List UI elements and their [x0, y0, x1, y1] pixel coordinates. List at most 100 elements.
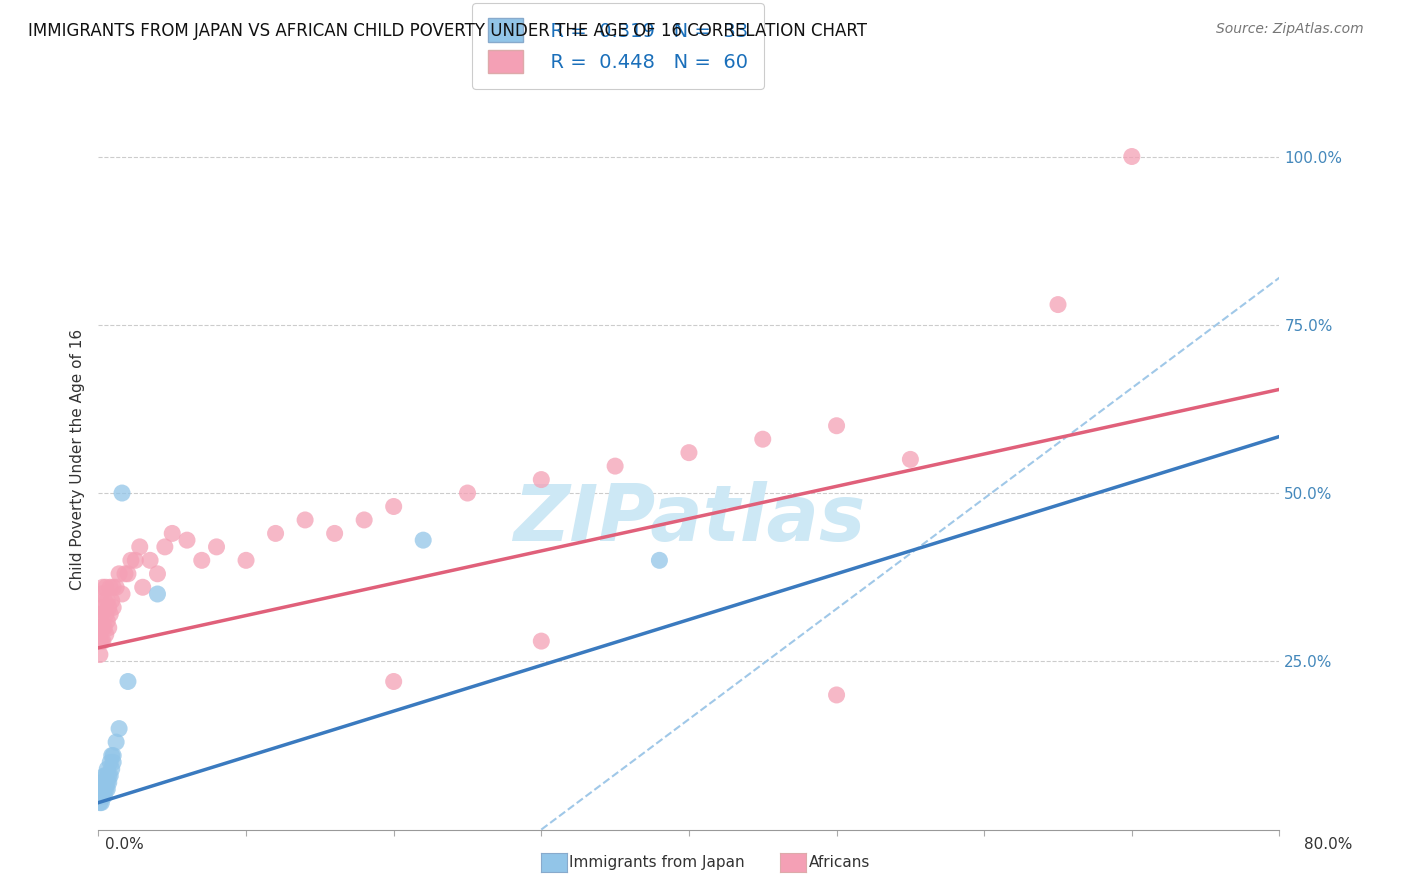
Point — [648, 553, 671, 567]
Point — [94, 607, 117, 622]
Point — [91, 775, 114, 789]
Point — [89, 796, 111, 810]
Point — [146, 587, 169, 601]
Point — [176, 533, 198, 548]
Point — [97, 600, 120, 615]
Point — [457, 486, 479, 500]
Point — [94, 782, 117, 797]
Point — [90, 607, 112, 622]
Point — [96, 593, 118, 607]
Point — [139, 553, 162, 567]
Point — [264, 526, 287, 541]
Point — [412, 533, 434, 548]
Point — [96, 782, 118, 797]
Point — [117, 566, 139, 581]
Point — [235, 553, 257, 567]
Point — [91, 580, 114, 594]
Point — [96, 762, 118, 776]
Point — [111, 587, 134, 601]
Point — [89, 782, 111, 797]
Point — [100, 762, 122, 776]
Point — [825, 688, 848, 702]
Point — [98, 580, 121, 594]
Point — [96, 775, 118, 789]
Point — [205, 540, 228, 554]
Point — [1046, 297, 1070, 311]
Point — [105, 735, 128, 749]
Text: Source: ZipAtlas.com: Source: ZipAtlas.com — [1216, 22, 1364, 37]
Point — [96, 614, 118, 628]
Point — [93, 621, 115, 635]
Point — [103, 600, 125, 615]
Point — [91, 789, 114, 803]
Point — [98, 769, 121, 783]
Point — [605, 459, 627, 474]
Point — [93, 769, 115, 783]
Point — [103, 756, 125, 770]
Text: Immigrants from Japan: Immigrants from Japan — [569, 855, 745, 870]
Point — [90, 796, 112, 810]
Point — [91, 782, 114, 797]
Point — [97, 621, 120, 635]
Point — [93, 789, 115, 803]
Point — [90, 587, 112, 601]
Point — [752, 432, 775, 446]
Point — [1121, 149, 1143, 163]
Point — [94, 775, 117, 789]
Point — [100, 593, 122, 607]
Point — [90, 621, 112, 635]
Text: 0.0%: 0.0% — [105, 838, 145, 852]
Text: ZIPatlas: ZIPatlas — [513, 481, 865, 557]
Point — [98, 607, 121, 622]
Point — [132, 580, 155, 594]
Point — [93, 782, 115, 797]
Text: IMMIGRANTS FROM JAPAN VS AFRICAN CHILD POVERTY UNDER THE AGE OF 16 CORRELATION C: IMMIGRANTS FROM JAPAN VS AFRICAN CHILD P… — [28, 22, 868, 40]
Point — [89, 621, 111, 635]
Point — [89, 634, 111, 648]
Point — [153, 540, 176, 554]
Point — [103, 748, 125, 763]
Point — [94, 627, 117, 641]
Point — [108, 722, 131, 736]
Point — [98, 756, 121, 770]
Point — [323, 526, 346, 541]
Point — [103, 580, 125, 594]
Point — [530, 473, 553, 487]
Point — [382, 674, 405, 689]
Point — [90, 634, 112, 648]
Point — [146, 566, 169, 581]
Point — [111, 486, 134, 500]
Point — [678, 445, 700, 459]
Point — [93, 593, 115, 607]
Point — [294, 513, 316, 527]
Point — [89, 607, 111, 622]
Legend:   R =  0.319   N =  33,   R =  0.448   N =  60: R = 0.319 N = 33, R = 0.448 N = 60 — [472, 3, 763, 89]
Point — [94, 580, 117, 594]
Point — [100, 748, 122, 763]
Point — [89, 648, 111, 662]
Point — [94, 769, 117, 783]
Point — [91, 621, 114, 635]
Point — [191, 553, 214, 567]
Point — [124, 553, 146, 567]
Point — [530, 634, 553, 648]
Point — [114, 566, 136, 581]
Point — [90, 789, 112, 803]
Point — [117, 674, 139, 689]
Point — [90, 775, 112, 789]
Y-axis label: Child Poverty Under the Age of 16: Child Poverty Under the Age of 16 — [69, 329, 84, 590]
Point — [89, 789, 111, 803]
Point — [91, 634, 114, 648]
Point — [105, 580, 128, 594]
Point — [162, 526, 183, 541]
Point — [900, 452, 922, 467]
Point — [91, 600, 114, 615]
Text: Africans: Africans — [808, 855, 870, 870]
Point — [382, 500, 405, 514]
Text: 80.0%: 80.0% — [1305, 838, 1353, 852]
Point — [825, 418, 848, 433]
Point — [108, 566, 131, 581]
Point — [353, 513, 375, 527]
Point — [128, 540, 150, 554]
Point — [120, 553, 142, 567]
